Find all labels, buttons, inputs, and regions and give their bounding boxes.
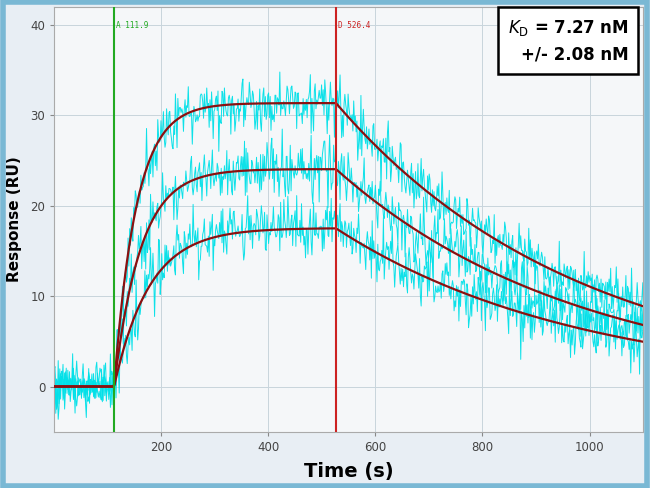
- Text: $\mathit{K}_{\mathrm{D}}$ = 7.27 nM
+/- 2.08 nM: $\mathit{K}_{\mathrm{D}}$ = 7.27 nM +/- …: [508, 18, 629, 64]
- Text: A 111.9: A 111.9: [116, 20, 149, 29]
- Y-axis label: Response (RU): Response (RU): [7, 157, 22, 282]
- X-axis label: Time (s): Time (s): [304, 462, 393, 481]
- Text: D 526.4: D 526.4: [338, 20, 370, 29]
